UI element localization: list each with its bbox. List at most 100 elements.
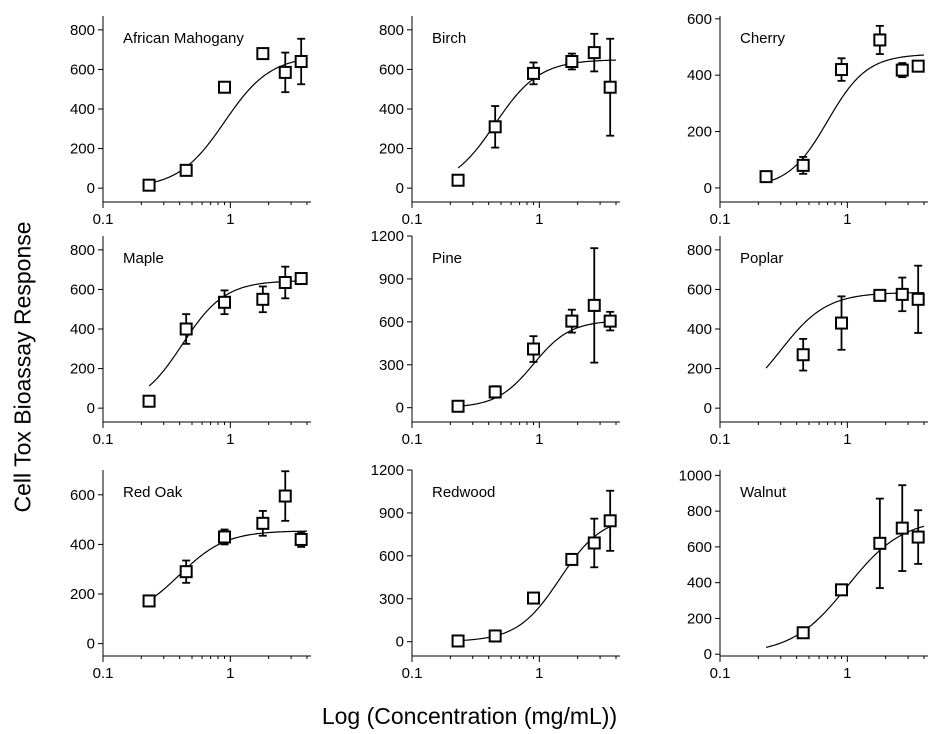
data-point	[142, 178, 156, 192]
y-tick-label: 300	[379, 591, 404, 608]
y-tick-label: 600	[379, 548, 404, 565]
x-tick-label: 0.1	[93, 431, 114, 448]
data-point	[451, 399, 465, 413]
x-tick-label: 1	[843, 211, 851, 228]
data-point	[873, 288, 887, 302]
y-tick-label: 400	[687, 321, 712, 338]
x-tick-label: 1	[226, 211, 234, 228]
data-point	[218, 80, 232, 94]
data-point	[587, 536, 601, 550]
x-tick-label: 1	[226, 665, 234, 682]
y-tick-label: 200	[70, 361, 95, 378]
y-tick-label: 200	[687, 124, 712, 141]
y-tick-label: 400	[70, 321, 95, 338]
data-point	[278, 65, 292, 79]
data-point	[527, 342, 541, 356]
y-tick-label: 200	[379, 141, 404, 158]
y-tick-label: 1000	[679, 467, 712, 484]
fit-curve	[765, 54, 925, 183]
y-tick-label: 800	[687, 242, 712, 259]
panel-title: Pine	[432, 250, 462, 267]
y-tick-label: 600	[687, 539, 712, 556]
x-tick-label: 0.1	[402, 431, 423, 448]
data-point	[603, 80, 617, 94]
y-tick-label: 300	[379, 357, 404, 374]
data-point	[179, 322, 193, 336]
x-tick-label: 0.1	[93, 665, 114, 682]
chart-panel: 0 300 600 900 1200 0.1 1 Pine	[371, 228, 620, 448]
y-tick-label: 600	[687, 281, 712, 298]
chart-panel: 0 200 400 600 800 0.1 1 Birch	[379, 16, 620, 228]
chart-panel: 0 200 400 600 0.1 1 Red Oak	[70, 470, 311, 682]
y-axis-title: Cell Tox Bioassay Response	[9, 221, 36, 513]
chart-panel: 0 300 600 900 1200 0.1 1 Redwood	[371, 462, 620, 682]
data-point	[294, 272, 308, 286]
data-point	[218, 295, 232, 309]
y-tick-label: 400	[70, 101, 95, 118]
y-tick-label: 400	[379, 101, 404, 118]
y-tick-label: 200	[70, 141, 95, 158]
x-tick-label: 0.1	[710, 431, 731, 448]
y-tick-label: 0	[704, 400, 712, 417]
y-tick-label: 400	[687, 67, 712, 84]
y-tick-label: 1200	[371, 462, 404, 479]
fit-curve	[458, 320, 617, 407]
x-tick-label: 1	[535, 431, 543, 448]
data-point	[835, 63, 849, 77]
y-tick-label: 600	[687, 11, 712, 28]
data-point	[565, 552, 579, 566]
data-point	[565, 314, 579, 328]
panel-title: Cherry	[740, 30, 786, 47]
y-tick-label: 1200	[371, 228, 404, 245]
y-tick-label: 600	[379, 61, 404, 78]
data-point	[488, 120, 502, 134]
chart-panel: 0 200 400 600 0.1 1 Cherry	[687, 11, 928, 228]
data-point	[587, 46, 601, 60]
data-point	[256, 47, 270, 61]
x-tick-label: 1	[843, 665, 851, 682]
x-tick-label: 0.1	[402, 211, 423, 228]
y-tick-label: 200	[70, 586, 95, 603]
y-tick-label: 0	[396, 400, 404, 417]
y-tick-label: 200	[687, 610, 712, 627]
panel-title: Red Oak	[123, 484, 183, 501]
data-point	[179, 163, 193, 177]
data-point	[603, 314, 617, 328]
data-point	[759, 170, 773, 184]
x-tick-label: 1	[535, 211, 543, 228]
data-point	[835, 583, 849, 597]
panel-title: Poplar	[740, 250, 783, 267]
panel-title: Walnut	[740, 484, 787, 501]
x-axis-title: Log (Concentration (mg/mL))	[321, 703, 618, 729]
chart-panel: 0 200 400 600 800 0.1 1 Poplar	[687, 236, 928, 448]
data-point	[895, 287, 909, 301]
x-tick-label: 1	[535, 665, 543, 682]
y-tick-label: 800	[687, 503, 712, 520]
data-point	[527, 591, 541, 605]
y-axis-title-area: Cell Tox Bioassay Response	[0, 0, 46, 734]
y-tick-label: 900	[379, 505, 404, 522]
data-point	[294, 532, 308, 546]
panel-title: Maple	[123, 250, 164, 267]
y-tick-label: 600	[70, 281, 95, 298]
chart-panel: 0 200 400 600 800 0.1 1 Maple	[70, 236, 311, 448]
data-point	[527, 66, 541, 80]
data-point	[911, 530, 925, 544]
fit-curve	[765, 292, 925, 369]
data-point	[796, 158, 810, 172]
y-tick-label: 800	[70, 242, 95, 259]
data-point	[179, 565, 193, 579]
y-tick-label: 0	[87, 636, 95, 653]
y-tick-label: 200	[687, 361, 712, 378]
y-tick-label: 0	[396, 180, 404, 197]
y-tick-label: 0	[87, 180, 95, 197]
chart-panel: 0 200 400 600 800 1000 0.1 1 Walnut	[679, 467, 928, 682]
data-point	[587, 298, 601, 312]
y-tick-label: 800	[379, 22, 404, 39]
x-tick-label: 0.1	[93, 211, 114, 228]
data-point	[796, 626, 810, 640]
data-point	[218, 530, 232, 544]
panel-title: African Mahogany	[123, 30, 244, 47]
x-tick-label: 1	[843, 431, 851, 448]
